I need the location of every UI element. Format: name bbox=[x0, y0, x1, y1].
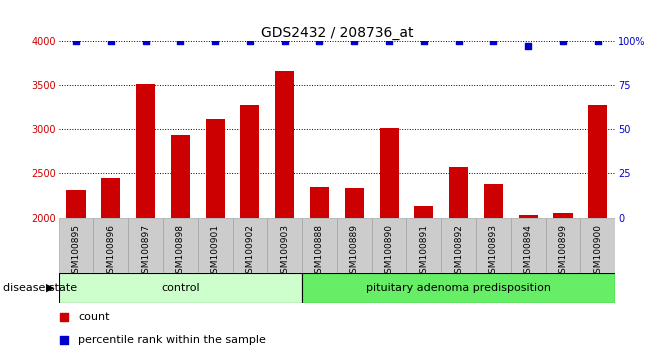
Text: GSM100893: GSM100893 bbox=[489, 224, 498, 279]
Point bbox=[71, 38, 81, 44]
Text: control: control bbox=[161, 282, 200, 293]
Point bbox=[454, 38, 464, 44]
Point bbox=[245, 38, 255, 44]
Point bbox=[592, 38, 603, 44]
Bar bbox=[302, 218, 337, 273]
Bar bbox=[59, 273, 302, 303]
Point bbox=[419, 38, 429, 44]
Bar bbox=[406, 218, 441, 273]
Bar bbox=[553, 213, 573, 354]
Text: GSM100900: GSM100900 bbox=[593, 224, 602, 279]
Bar bbox=[275, 71, 294, 354]
Text: percentile rank within the sample: percentile rank within the sample bbox=[78, 335, 266, 345]
Bar bbox=[240, 105, 260, 354]
Bar bbox=[310, 187, 329, 354]
Text: GSM100902: GSM100902 bbox=[245, 224, 255, 279]
Bar bbox=[511, 218, 546, 273]
Text: ▶: ▶ bbox=[46, 282, 54, 293]
Point bbox=[314, 38, 325, 44]
Bar bbox=[449, 167, 468, 354]
Text: GSM100891: GSM100891 bbox=[419, 224, 428, 279]
Text: pituitary adenoma predisposition: pituitary adenoma predisposition bbox=[366, 282, 551, 293]
Bar bbox=[206, 119, 225, 354]
Text: GSM100892: GSM100892 bbox=[454, 224, 463, 279]
Bar bbox=[441, 218, 476, 273]
Text: GSM100894: GSM100894 bbox=[523, 224, 533, 279]
Bar bbox=[198, 218, 232, 273]
Point bbox=[523, 43, 533, 49]
Bar bbox=[476, 218, 511, 273]
Point bbox=[349, 38, 359, 44]
Bar bbox=[589, 105, 607, 354]
Bar bbox=[380, 128, 398, 354]
Point bbox=[384, 38, 395, 44]
Bar bbox=[546, 218, 581, 273]
Point bbox=[141, 38, 151, 44]
Point bbox=[279, 38, 290, 44]
Text: GSM100890: GSM100890 bbox=[385, 224, 394, 279]
Point bbox=[59, 314, 70, 320]
Bar bbox=[268, 218, 302, 273]
Text: GSM100903: GSM100903 bbox=[280, 224, 289, 279]
Text: GSM100899: GSM100899 bbox=[559, 224, 568, 279]
Bar bbox=[128, 218, 163, 273]
Bar bbox=[372, 218, 406, 273]
Bar bbox=[519, 215, 538, 354]
Point bbox=[558, 38, 568, 44]
Bar bbox=[163, 218, 198, 273]
Text: GSM100898: GSM100898 bbox=[176, 224, 185, 279]
Bar bbox=[59, 218, 93, 273]
Text: GSM100889: GSM100889 bbox=[350, 224, 359, 279]
Text: GSM100897: GSM100897 bbox=[141, 224, 150, 279]
Bar bbox=[484, 184, 503, 354]
Point bbox=[488, 38, 499, 44]
Bar bbox=[66, 190, 85, 354]
Text: GSM100895: GSM100895 bbox=[72, 224, 81, 279]
Text: count: count bbox=[78, 312, 109, 322]
Title: GDS2432 / 208736_at: GDS2432 / 208736_at bbox=[260, 26, 413, 40]
Bar bbox=[414, 206, 434, 354]
Bar bbox=[101, 178, 120, 354]
Bar bbox=[581, 218, 615, 273]
Text: GSM100901: GSM100901 bbox=[211, 224, 219, 279]
Point bbox=[59, 337, 70, 343]
Bar bbox=[302, 273, 615, 303]
Text: GSM100896: GSM100896 bbox=[106, 224, 115, 279]
Bar bbox=[93, 218, 128, 273]
Point bbox=[175, 38, 186, 44]
Bar bbox=[345, 188, 364, 354]
Bar bbox=[136, 84, 155, 354]
Point bbox=[105, 38, 116, 44]
Bar bbox=[171, 135, 190, 354]
Bar bbox=[232, 218, 268, 273]
Point bbox=[210, 38, 220, 44]
Bar bbox=[337, 218, 372, 273]
Text: disease state: disease state bbox=[3, 282, 77, 293]
Text: GSM100888: GSM100888 bbox=[315, 224, 324, 279]
